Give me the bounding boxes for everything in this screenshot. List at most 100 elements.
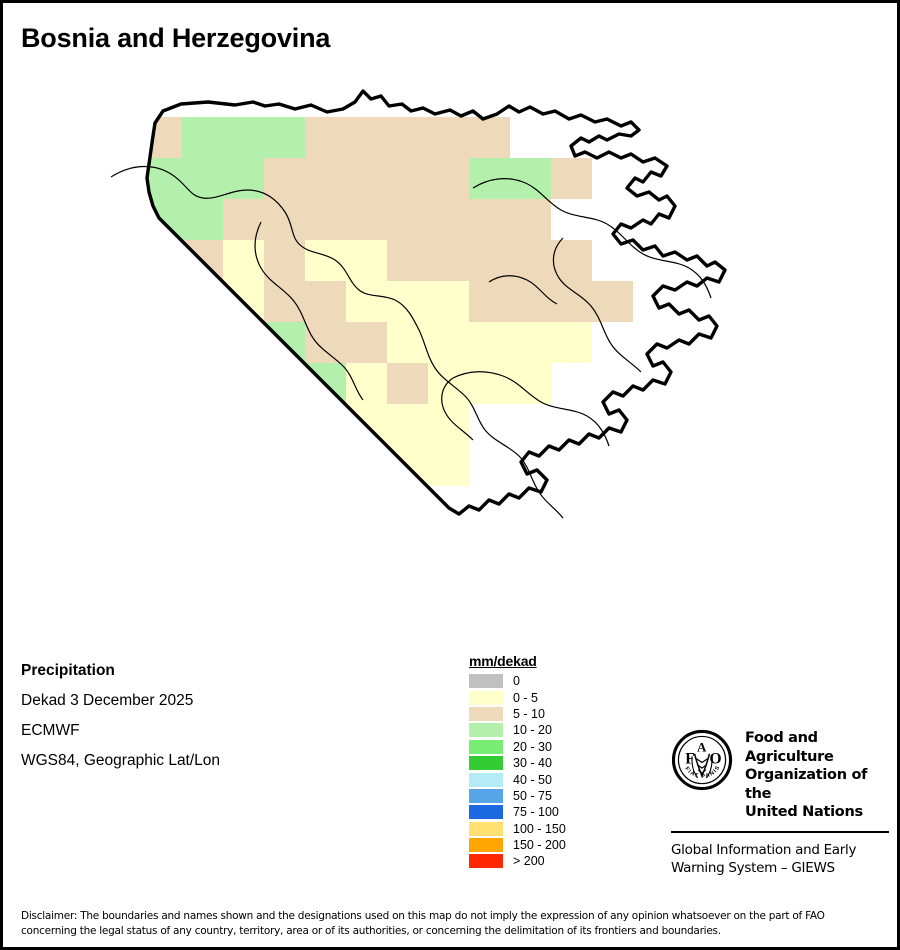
map-metadata-block: Precipitation Dekad 3 December 2025 ECMW… [21, 656, 220, 776]
raster-cell [551, 240, 592, 281]
raster-cell [264, 117, 305, 158]
raster-cell [223, 322, 264, 363]
fao-branding-block: F A O FIAT PANIS Food and Agriculture Or… [671, 729, 891, 877]
svg-text:A: A [697, 739, 707, 754]
raster-cell [510, 199, 551, 240]
giews-programme-name: Global Information and Early Warning Sys… [671, 841, 891, 877]
legend-row: 0 - 5 [469, 689, 566, 705]
legend-label: 20 - 30 [513, 739, 552, 754]
raster-cell [100, 117, 141, 158]
fao-divider [671, 830, 889, 833]
raster-cell [305, 445, 346, 486]
raster-cell [387, 322, 428, 363]
legend-row: 5 - 10 [469, 706, 566, 722]
raster-cell [264, 404, 305, 445]
fao-org-line-1: Food and Agriculture [745, 730, 834, 765]
giews-line-2: Warning System – GIEWS [671, 859, 835, 876]
raster-cell [264, 158, 305, 199]
fao-org-line-3: United Nations [745, 804, 863, 820]
legend-row: 0 [469, 673, 566, 689]
raster-cell [346, 117, 387, 158]
raster-cell [223, 404, 264, 445]
raster-cell [428, 281, 469, 322]
legend-swatch [469, 723, 503, 738]
raster-cell [428, 117, 469, 158]
raster-cell [305, 322, 346, 363]
raster-cell [387, 240, 428, 281]
raster-cell [100, 158, 141, 199]
raster-cell [346, 445, 387, 486]
legend-row: 75 - 100 [469, 804, 566, 820]
raster-cell [469, 117, 510, 158]
raster-cell [305, 199, 346, 240]
legend-swatch [469, 706, 503, 721]
raster-cell [387, 281, 428, 322]
raster-cell [469, 322, 510, 363]
legend-label: 10 - 20 [513, 723, 552, 738]
raster-cell [387, 404, 428, 445]
raster-cell [551, 322, 592, 363]
legend-swatch [469, 788, 503, 803]
raster-cell [387, 363, 428, 404]
legend-label: 0 [513, 674, 520, 689]
country-boundary-outline [145, 89, 727, 516]
raster-cell [264, 199, 305, 240]
legend-swatch [469, 690, 503, 705]
legend-swatch [469, 756, 503, 771]
raster-cell [182, 322, 223, 363]
raster-cell [147, 117, 182, 158]
legend-row: 20 - 30 [469, 739, 566, 755]
raster-cell [305, 281, 346, 322]
legend-label: 30 - 40 [513, 756, 552, 771]
raster-cell [223, 363, 264, 404]
raster-cell [592, 281, 633, 322]
svg-text:F: F [685, 751, 694, 768]
legend-label: 40 - 50 [513, 772, 552, 787]
raster-cell [305, 240, 346, 281]
legend-swatch [469, 805, 503, 820]
page-title: Bosnia and Herzegovina [21, 23, 331, 53]
precipitation-raster-layer [59, 117, 633, 568]
raster-cell [346, 240, 387, 281]
disclaimer-block: Disclaimer: The boundaries and names sho… [21, 909, 881, 938]
legend-row: 30 - 40 [469, 755, 566, 771]
raster-cell [264, 363, 305, 404]
raster-cell [100, 240, 141, 281]
raster-cell [182, 281, 223, 322]
raster-cell [428, 199, 469, 240]
raster-cell [551, 281, 592, 322]
raster-cell [182, 117, 223, 158]
legend-swatch [469, 821, 503, 836]
raster-cell [147, 240, 182, 281]
raster-cell [264, 445, 305, 486]
raster-cell [346, 158, 387, 199]
raster-cell [346, 322, 387, 363]
raster-cell [346, 486, 387, 514]
raster-cell [223, 199, 264, 240]
raster-cell [510, 158, 551, 199]
legend-label: 0 - 5 [513, 690, 539, 705]
legend-swatch [469, 854, 503, 869]
legend-row: 40 - 50 [469, 771, 566, 787]
raster-cell [182, 363, 223, 404]
raster-cell [305, 158, 346, 199]
legend-swatch [469, 838, 503, 853]
raster-cell [223, 117, 264, 158]
disclaimer-line-2: concerning the legal status of any count… [21, 924, 721, 937]
raster-cell [551, 158, 592, 199]
raster-cell [510, 240, 551, 281]
metadata-variable: Precipitation [21, 662, 115, 679]
legend-label: > 200 [513, 854, 545, 869]
raster-cell [305, 527, 346, 568]
legend-label: 100 - 150 [513, 821, 566, 836]
legend-swatch [469, 772, 503, 787]
precipitation-map-svg[interactable] [3, 78, 897, 598]
raster-cell [59, 117, 100, 158]
raster-cell [428, 240, 469, 281]
raster-cell [147, 158, 182, 199]
raster-cell [264, 281, 305, 322]
legend-label: 5 - 10 [513, 706, 545, 721]
raster-cell [59, 158, 100, 199]
map-canvas[interactable] [3, 78, 897, 598]
legend-row: 50 - 75 [469, 788, 566, 804]
